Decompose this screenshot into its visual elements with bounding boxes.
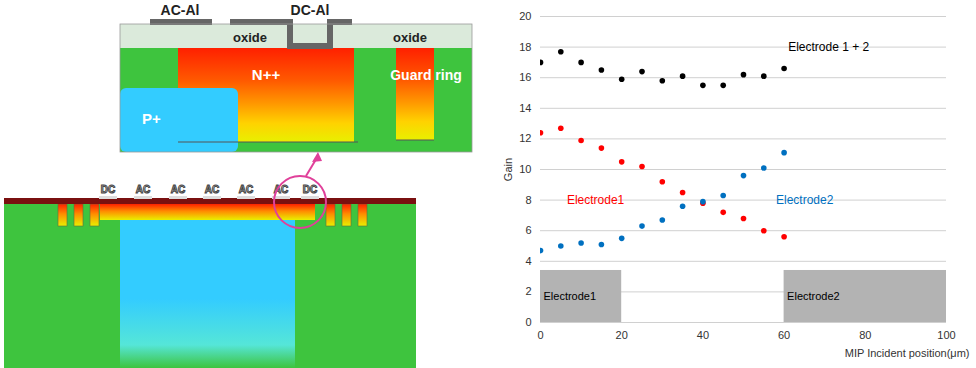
svg-text:4: 4 — [525, 255, 531, 267]
svg-text:Gain: Gain — [502, 158, 514, 181]
svg-text:60: 60 — [778, 329, 790, 341]
svg-text:MIP Incident position(μm): MIP Incident position(μm) — [845, 347, 970, 359]
svg-text:P+: P+ — [142, 110, 161, 127]
svg-text:12: 12 — [519, 132, 531, 144]
svg-text:100: 100 — [937, 329, 955, 341]
svg-text:16: 16 — [519, 71, 531, 83]
svg-text:80: 80 — [859, 329, 871, 341]
svg-text:14: 14 — [519, 102, 531, 114]
svg-text:40: 40 — [697, 329, 709, 341]
svg-text:Electrode1: Electrode1 — [567, 193, 625, 207]
svg-text:oxide: oxide — [233, 30, 267, 45]
svg-text:0: 0 — [525, 316, 531, 328]
svg-text:N++: N++ — [252, 66, 281, 83]
svg-text:AC-Al: AC-Al — [161, 2, 200, 18]
svg-text:20: 20 — [616, 329, 628, 341]
svg-text:10: 10 — [519, 163, 531, 175]
svg-text:DC: DC — [303, 184, 317, 195]
svg-text:Electrode2: Electrode2 — [776, 193, 834, 207]
svg-text:Electrode2: Electrode2 — [787, 290, 840, 302]
svg-text:18: 18 — [519, 41, 531, 53]
svg-text:DC: DC — [101, 184, 115, 195]
svg-text:oxide: oxide — [393, 30, 427, 45]
svg-text:0: 0 — [537, 329, 543, 341]
svg-text:AC: AC — [136, 184, 150, 195]
svg-text:DC-Al: DC-Al — [291, 2, 330, 18]
svg-text:Electrode 1 + 2: Electrode 1 + 2 — [788, 40, 869, 54]
svg-text:AC: AC — [171, 184, 185, 195]
svg-text:Electrode1: Electrode1 — [544, 290, 597, 302]
svg-text:8: 8 — [525, 194, 531, 206]
svg-text:AC: AC — [205, 184, 219, 195]
svg-text:6: 6 — [525, 224, 531, 236]
svg-text:Guard ring: Guard ring — [390, 67, 462, 83]
svg-text:AC: AC — [239, 184, 253, 195]
svg-text:2: 2 — [525, 285, 531, 297]
svg-text:AC: AC — [273, 184, 289, 195]
svg-text:20: 20 — [519, 10, 531, 22]
